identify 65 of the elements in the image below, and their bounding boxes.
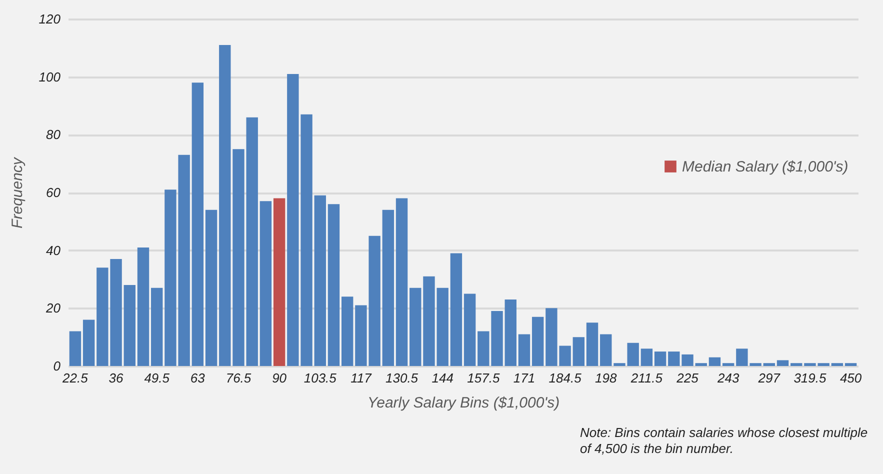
bar: [518, 334, 530, 366]
text: Note: Bins contain salaries whose closest multiple of 4,500 is the bin number.: [580, 425, 869, 457]
bar: [695, 363, 707, 366]
bar: [572, 337, 585, 366]
bar: [341, 296, 354, 366]
y-tick-label: 60: [46, 185, 62, 200]
bar: [273, 198, 286, 366]
x-tick-label: 130.5: [385, 370, 419, 386]
bar: [124, 285, 136, 366]
legend-label: Median Salary ($1,000's): [682, 158, 848, 176]
x-tick-label: 90: [272, 370, 288, 386]
y-tick-label: 100: [38, 69, 62, 84]
x-tick-label: 76.5: [226, 370, 252, 386]
x-tick-label: 22.5: [62, 370, 89, 386]
x-tick-label: 144: [432, 370, 454, 386]
bar: [219, 45, 231, 366]
bar: [396, 198, 408, 366]
x-tick-label: 225: [676, 370, 700, 386]
x-tick-label: 198: [595, 370, 618, 386]
bar: [763, 363, 775, 366]
bar: [205, 210, 218, 366]
x-tick-label: 319.5: [794, 370, 827, 386]
bar: [844, 363, 857, 366]
bar: [640, 348, 653, 366]
x-tick-label: 297: [757, 370, 781, 386]
x-tick-label: 36: [108, 370, 124, 386]
bar: [776, 360, 789, 366]
bar: [328, 204, 340, 366]
bar: [831, 363, 844, 366]
x-tick-label: 49.5: [144, 370, 170, 386]
bar: [260, 201, 272, 366]
x-tick-label: 450: [840, 370, 862, 386]
bar: [600, 334, 612, 366]
x-axis-title: Yearly Salary Bins ($1,000's): [367, 394, 560, 412]
bar: [586, 322, 598, 366]
x-tick-label: 117: [350, 370, 372, 386]
bar: [790, 363, 802, 366]
bar: [192, 82, 204, 366]
x-tick-label: 103.5: [304, 370, 338, 386]
x-tick-label: 63: [190, 370, 206, 386]
bar: [382, 210, 394, 366]
x-tick-label: 157.5: [467, 370, 500, 386]
bar: [708, 357, 721, 366]
y-axis-title: Frequency: [8, 156, 26, 228]
x-tick-label: 184.5: [548, 370, 582, 386]
y-tick-label: 40: [46, 242, 62, 258]
bar: [654, 352, 666, 366]
bar: [464, 294, 476, 366]
bar: [450, 253, 462, 366]
bar: [504, 299, 516, 366]
y-tick-label: 120: [38, 12, 62, 26]
bar: [82, 320, 95, 366]
bar: [69, 331, 82, 366]
bar: [314, 195, 326, 366]
y-tick-label: 80: [46, 127, 62, 142]
bar: [532, 316, 544, 366]
bar: [410, 288, 422, 366]
x-tick-label: 171: [513, 370, 536, 386]
y-tick-label: 20: [45, 300, 62, 316]
x-tick-label: 211.5: [630, 370, 664, 386]
bar: [151, 288, 163, 366]
x-tick-label: 243: [716, 370, 740, 386]
bar: [137, 247, 150, 366]
y-tick-label: 0: [53, 358, 62, 374]
bar: [722, 363, 734, 366]
